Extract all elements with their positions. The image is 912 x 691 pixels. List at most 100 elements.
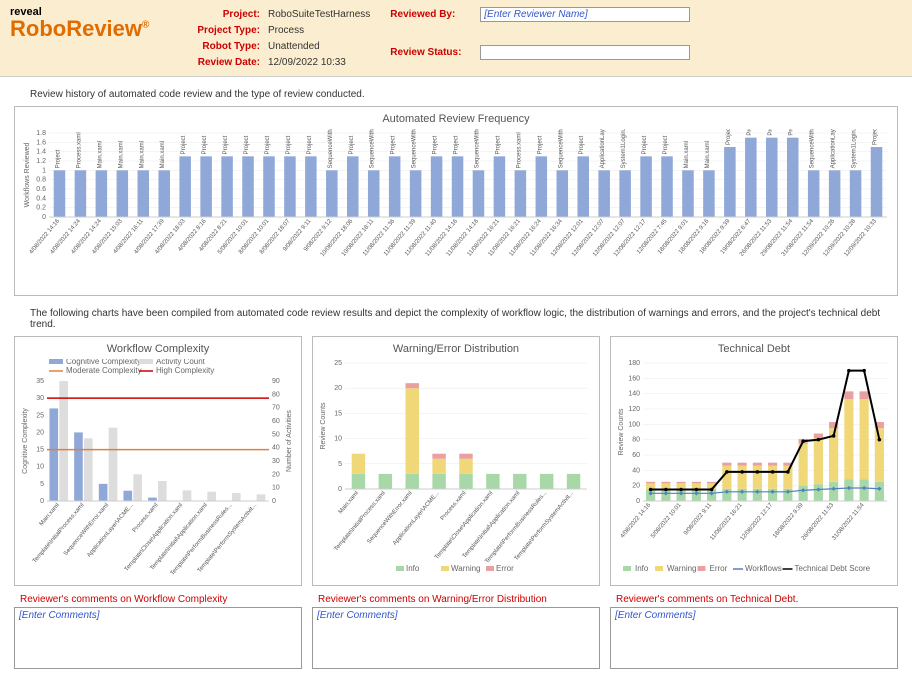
svg-text:31/08/2022 11:54: 31/08/2022 11:54 (831, 502, 866, 542)
svg-text:Project: Project (873, 129, 879, 145)
comment-debt-title: Reviewer's comments on Technical Debt. (616, 594, 898, 605)
svg-text:Technical Debt Score: Technical Debt Score (795, 564, 871, 573)
svg-text:Main.xaml: Main.xaml (338, 490, 360, 515)
svg-text:Cognitive Complexity: Cognitive Complexity (66, 359, 141, 366)
svg-text:80: 80 (632, 437, 640, 444)
svg-text:Project: Project (55, 149, 61, 168)
svg-text:Main.xaml: Main.xaml (139, 141, 145, 168)
svg-text:5: 5 (40, 481, 44, 488)
svg-text:Template\Close\Application.xam: Template\Close\Application.xaml (434, 490, 494, 560)
svg-text:Warning: Warning (451, 564, 481, 573)
svg-text:1.6: 1.6 (36, 139, 46, 146)
svg-text:Template\InitialProcess.xaml: Template\InitialProcess.xaml (333, 490, 386, 552)
svg-text:180: 180 (628, 360, 640, 367)
svg-text:60: 60 (272, 418, 280, 425)
svg-text:SequenceWithError.xaml: SequenceWithError.xaml (810, 129, 816, 168)
svg-text:100: 100 (628, 421, 640, 428)
svg-text:ApplicationLayer\ACME...: ApplicationLayer\ACME... (86, 502, 135, 558)
svg-text:40: 40 (272, 445, 280, 452)
svg-text:Info: Info (635, 564, 649, 573)
svg-text:Warning: Warning (667, 564, 697, 573)
svg-text:20: 20 (632, 483, 640, 490)
svg-text:Review Counts: Review Counts (320, 402, 327, 450)
svg-text:0: 0 (636, 498, 640, 505)
svg-text:SequenceWithError.xaml: SequenceWithError.xaml (328, 129, 334, 168)
row-charts: Workflow Complexity Cognitive Complexity… (14, 336, 898, 586)
comments-row: Reviewer's comments on Workflow Complexi… (14, 594, 898, 669)
svg-text:Main.xaml: Main.xaml (97, 141, 103, 168)
svg-text:Error: Error (710, 564, 728, 573)
svg-text:60: 60 (632, 452, 640, 459)
svg-text:1.2: 1.2 (36, 158, 46, 165)
svg-text:0: 0 (272, 498, 276, 505)
label-project-type: Project Type: (180, 25, 260, 36)
svg-text:Project: Project (433, 135, 439, 154)
warning-title: Warning/Error Distribution (317, 343, 595, 355)
review-column: Reviewed By: Review Status: (390, 6, 690, 60)
svg-text:Error: Error (496, 564, 514, 573)
svg-text:160: 160 (628, 375, 640, 382)
svg-text:1: 1 (42, 167, 46, 174)
svg-text:High Complexity: High Complexity (156, 366, 214, 375)
svg-text:15: 15 (36, 447, 44, 454)
debt-panel: Technical Debt 020406080100120140160180R… (610, 336, 898, 586)
warning-chart: 0510152025Review CountsMain.xamlTemplate… (317, 359, 595, 579)
svg-text:Project: Project (579, 135, 585, 154)
svg-text:Main.xaml: Main.xaml (160, 141, 166, 168)
svg-text:SequenceWithError.xaml: SequenceWithError.xaml (474, 129, 480, 168)
svg-text:5/08/2022 10:01: 5/08/2022 10:01 (650, 502, 683, 540)
logo-big: RoboReview® (10, 16, 170, 42)
label-reviewed-by: Reviewed By: (390, 9, 480, 20)
comment-warning-title: Reviewer's comments on Warning/Error Dis… (318, 594, 600, 605)
svg-text:Project: Project (307, 135, 313, 154)
svg-text:Project: Project (454, 135, 460, 154)
svg-text:80: 80 (272, 391, 280, 398)
svg-text:Project: Project (286, 135, 292, 154)
svg-text:40: 40 (632, 467, 640, 474)
svg-text:ApplicationLayer\ACME...: ApplicationLayer\ACME... (600, 129, 606, 168)
svg-text:11/08/2022 16:21: 11/08/2022 16:21 (709, 502, 744, 542)
svg-text:26/08/2022 11:53: 26/08/2022 11:53 (801, 502, 836, 542)
value-project-type: Process (268, 25, 304, 36)
svg-text:Project: Project (768, 129, 774, 136)
logo: reveal RoboReview® (10, 6, 170, 42)
svg-text:Moderate Complexity: Moderate Complexity (66, 366, 142, 375)
logo-mark: ® (142, 20, 149, 31)
svg-text:Project: Project (747, 129, 753, 136)
review-status-input[interactable] (480, 45, 690, 60)
svg-text:Review Counts: Review Counts (618, 408, 625, 456)
comment-warning: Reviewer's comments on Warning/Error Dis… (312, 594, 600, 669)
comment-warning-input[interactable]: [Enter Comments] (312, 607, 600, 669)
svg-text:120: 120 (628, 406, 640, 413)
debt-chart: 020406080100120140160180Review Counts4/0… (615, 359, 893, 579)
svg-text:30: 30 (36, 395, 44, 402)
comment-complexity-input[interactable]: [Enter Comments] (14, 607, 302, 669)
svg-text:20: 20 (272, 471, 280, 478)
svg-text:10: 10 (36, 464, 44, 471)
label-review-status: Review Status: (390, 47, 480, 58)
svg-text:5: 5 (338, 461, 342, 468)
svg-text:9/08/2022 9:11: 9/08/2022 9:11 (683, 502, 713, 537)
complexity-title: Workflow Complexity (19, 343, 297, 355)
svg-text:Template\Initial\Application.x: Template\Initial\Application.xaml (462, 490, 521, 559)
svg-text:0.6: 0.6 (36, 186, 46, 193)
freq-chart-title: Automated Review Frequency (21, 113, 891, 125)
reviewed-by-input[interactable] (480, 7, 690, 22)
svg-text:Main.xaml: Main.xaml (684, 141, 690, 168)
freq-chart: 00.20.40.60.811.21.41.61.8Workflows Revi… (21, 129, 891, 289)
svg-text:Info: Info (406, 564, 420, 573)
comment-debt-input[interactable]: [Enter Comments] (610, 607, 898, 669)
svg-text:140: 140 (628, 391, 640, 398)
svg-text:SequenceWithError.xaml: SequenceWithError.xaml (370, 129, 376, 168)
svg-text:0: 0 (338, 486, 342, 493)
comment-complexity-title: Reviewer's comments on Workflow Complexi… (20, 594, 302, 605)
svg-text:Project: Project (642, 135, 648, 154)
comment-debt: Reviewer's comments on Technical Debt. [… (610, 594, 898, 669)
svg-text:Process.xaml: Process.xaml (440, 490, 468, 521)
svg-text:0: 0 (42, 214, 46, 221)
svg-text:System1Login.xaml: System1Login.xaml (621, 129, 627, 168)
freq-chart-box: Automated Review Frequency 00.20.40.60.8… (14, 106, 898, 296)
svg-text:Activity Count: Activity Count (156, 359, 206, 366)
label-review-date: Review Date: (180, 57, 260, 68)
svg-text:25: 25 (334, 360, 342, 367)
